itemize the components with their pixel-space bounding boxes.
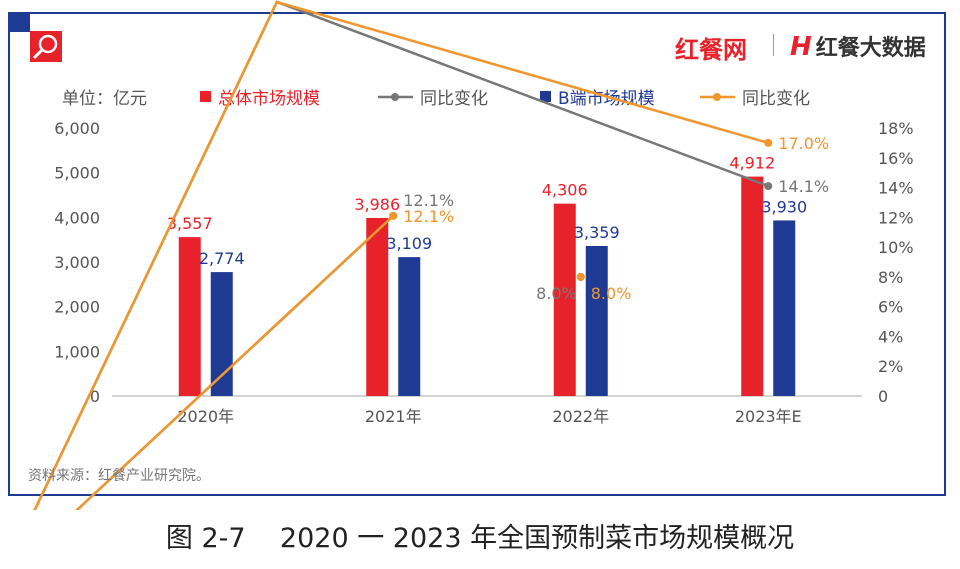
line-data-label: 17.0% [778,134,829,153]
bar-data-label: 3,109 [386,234,432,253]
y-left-tick-label: 3,000 [54,253,100,272]
chart: 单位：亿元 总体市场规模 同比变化 B端市场规模 同比变化01,0002,0003,00… [28,0,914,510]
y-right-tick-label: 4% [878,327,903,346]
y-right-tick-label: 14% [878,179,914,198]
y-left-tick-label: 2,000 [54,298,100,317]
y-right-tick-label: 12% [878,208,914,227]
y-right-tick-label: 0 [878,387,888,406]
y-left-tick-label: 5,000 [54,164,100,183]
y-right-tick-label: 8% [878,268,903,287]
bar-total [553,203,576,396]
bar-data-label: 3,557 [167,214,213,233]
bar-data-label: 3,986 [354,195,400,214]
brand-logo: H [790,32,812,62]
chart-frame [8,12,946,496]
line-data-label: 8.0% [591,284,632,303]
bar-data-label: 4,912 [729,154,775,173]
brand-data-text: 红餐大数据 [815,36,926,61]
line-point [389,211,398,220]
x-tick-label: 2021年 [365,407,422,426]
bar-b-end [210,272,233,396]
bar-total [178,237,201,396]
bar-b-end [398,257,421,396]
line-yoy-b-end [33,0,769,510]
line-point [764,182,773,191]
legend-marker [713,93,721,101]
bar-b-end [585,245,608,396]
y-left-tick-label: 1,000 [54,342,100,361]
bar-total [366,217,389,396]
line-data-label: 12.1% [403,207,454,226]
brand-site: 红餐网 [675,36,747,64]
line-data-label: 14.1% [778,177,829,196]
y-right-tick-label: 6% [878,298,903,317]
y-right-tick-label: 2% [878,357,903,376]
x-tick-label: 2020年 [177,407,234,426]
brand-data: H 红餐大数据 [790,30,926,62]
line-point [764,138,773,147]
brand-divider [773,34,774,56]
bar-data-label: 3,930 [761,197,807,216]
bar-data-label: 4,306 [542,181,588,200]
bar-total [741,176,764,396]
corner-decoration [8,12,30,32]
legend-label: 同比变化 [742,89,810,109]
figure-caption: 图 2-7 2020 一 2023 年全国预制菜市场规模概况 [165,523,795,554]
line-point [576,272,585,281]
legend-label: 总体市场规模 [218,89,320,109]
bar-b-end [773,220,796,396]
y-left-tick-label: 4,000 [54,208,100,227]
y-right-tick-label: 16% [878,149,914,168]
source-note: 资料来源：红餐产业研究院。 [28,468,210,484]
legend-marker [391,93,399,101]
legend-label: 同比变化 [420,89,488,109]
y-left-tick-label: 0 [90,387,100,406]
line-data-label: 12.1% [403,191,454,210]
legend-swatch [200,91,211,102]
y-left-tick-label: 6,000 [54,119,100,138]
x-tick-label: 2023年E [735,407,802,426]
bar-data-label: 3,359 [574,223,620,242]
line-data-label: 8.0% [536,284,577,303]
magnifier-icon [30,31,62,62]
x-tick-label: 2022年 [552,407,609,426]
y-right-tick-label: 10% [878,238,914,257]
y-right-tick-label: 18% [878,119,914,138]
bar-data-label: 2,774 [199,249,245,268]
unit-label: 单位：亿元 [62,89,147,109]
legend-swatch [540,91,551,102]
